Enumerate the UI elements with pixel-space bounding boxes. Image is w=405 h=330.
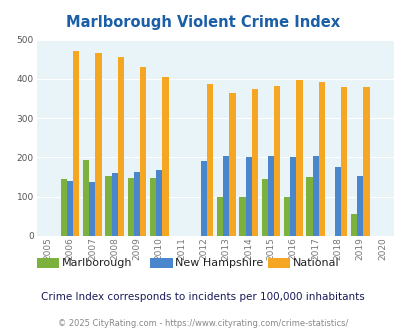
Bar [207, 84, 213, 236]
Bar [162, 77, 168, 236]
Bar [73, 51, 79, 236]
Text: Crime Index corresponds to incidents per 100,000 inhabitants: Crime Index corresponds to incidents per… [41, 292, 364, 302]
Text: Marlborough: Marlborough [62, 258, 132, 268]
Bar [223, 156, 229, 236]
Bar [273, 85, 280, 236]
Bar [356, 176, 362, 236]
Bar [95, 52, 102, 236]
Bar [305, 177, 312, 236]
Text: © 2025 CityRating.com - https://www.cityrating.com/crime-statistics/: © 2025 CityRating.com - https://www.city… [58, 319, 347, 328]
Text: National: National [292, 258, 339, 268]
Bar [117, 57, 124, 236]
Bar [200, 161, 207, 236]
Bar [340, 87, 347, 236]
Bar [216, 197, 223, 236]
Bar [350, 214, 356, 236]
Bar [290, 157, 296, 236]
Bar [127, 178, 134, 236]
Bar [140, 67, 146, 236]
Bar [239, 197, 245, 236]
Bar [296, 80, 302, 236]
Bar [267, 156, 273, 236]
Bar [362, 87, 369, 236]
Bar [89, 182, 95, 236]
Bar [67, 181, 73, 236]
Bar [149, 178, 156, 236]
Bar [312, 156, 318, 236]
Bar [156, 170, 162, 236]
Bar [134, 172, 140, 236]
Bar [261, 179, 267, 236]
Bar [229, 93, 235, 236]
Bar [318, 82, 324, 236]
Bar [111, 173, 117, 236]
Text: Marlborough Violent Crime Index: Marlborough Violent Crime Index [66, 15, 339, 30]
Bar [105, 176, 111, 236]
Text: New Hampshire: New Hampshire [175, 258, 263, 268]
Bar [245, 157, 251, 236]
Bar [251, 89, 258, 236]
Bar [83, 160, 89, 236]
Bar [283, 197, 290, 236]
Bar [60, 179, 67, 236]
Bar [334, 167, 340, 236]
